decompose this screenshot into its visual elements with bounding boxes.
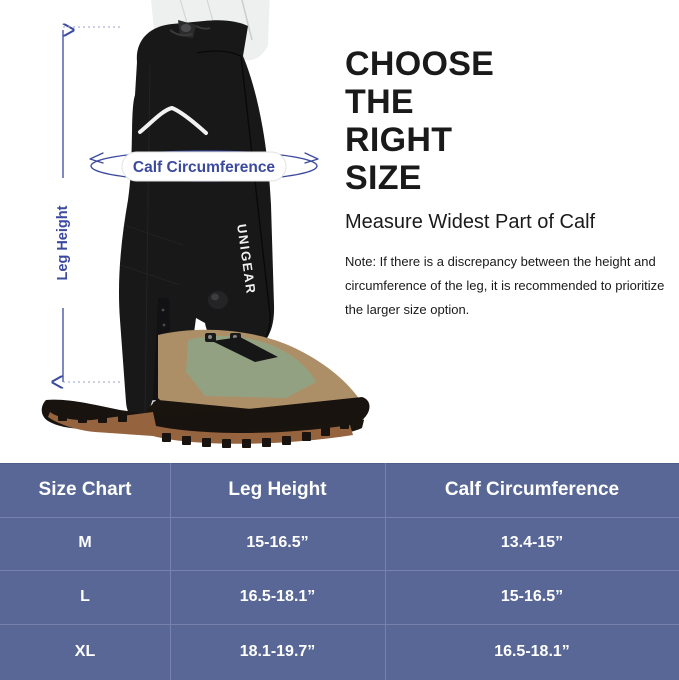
svg-text:Calf Circumference: Calf Circumference [133,159,276,176]
